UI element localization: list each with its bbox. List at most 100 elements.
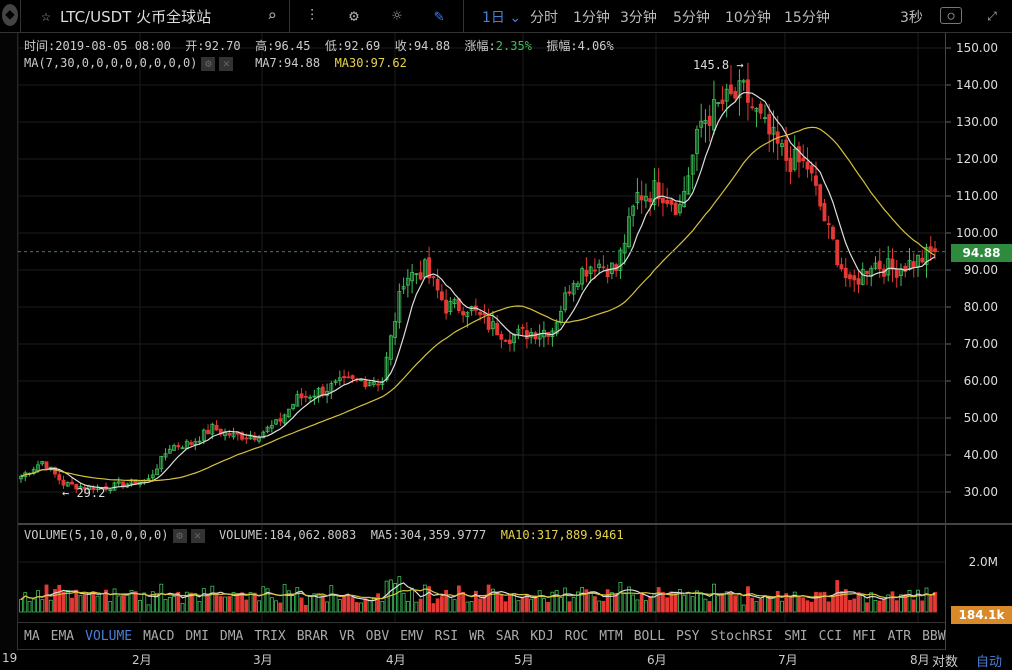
indicator-sar[interactable]: SAR xyxy=(495,628,520,644)
theme-sun-icon[interactable]: ☼ xyxy=(392,6,402,25)
indicator-kdj[interactable]: KDJ xyxy=(530,628,554,644)
volume-bar xyxy=(580,587,585,613)
candle xyxy=(82,487,87,490)
draw-pencil-icon[interactable]: ✎ xyxy=(434,6,444,25)
volume-bar xyxy=(873,600,878,613)
candle xyxy=(563,292,568,311)
log-scale-toggle[interactable]: 对数 xyxy=(932,655,959,670)
indicator-mtm[interactable]: MTM xyxy=(599,628,623,644)
indicator-icon[interactable]: ⫶ xyxy=(309,6,314,25)
indicator-macd[interactable]: MACD xyxy=(143,628,175,644)
star-icon[interactable]: ☆ xyxy=(41,6,51,25)
volume-bar xyxy=(342,594,346,613)
volume-bar xyxy=(558,597,563,613)
volume-bar xyxy=(303,604,308,613)
gear-icon[interactable]: ⚙ xyxy=(349,6,359,25)
price-tick: 110.00 xyxy=(956,189,998,203)
volume-bar xyxy=(201,588,206,613)
price-tick: 120.00 xyxy=(956,152,998,166)
candle xyxy=(150,474,155,479)
candle xyxy=(843,267,848,279)
volume-bar xyxy=(150,591,155,613)
indicator-roc[interactable]: ROC xyxy=(564,628,589,644)
volume-bar xyxy=(231,592,236,613)
indicator-boll[interactable]: BOLL xyxy=(633,628,666,644)
volume-bar xyxy=(507,593,512,613)
fullscreen-icon[interactable]: ⤢ xyxy=(987,9,997,23)
indicator-stochrsi[interactable]: StochRSI xyxy=(710,628,774,644)
volume-bar xyxy=(155,592,159,613)
indicator-emv[interactable]: EMV xyxy=(400,628,424,644)
close-icon[interactable]: ✕ xyxy=(219,56,234,71)
candle xyxy=(835,239,840,266)
volume-bar xyxy=(656,587,661,613)
volume-bar xyxy=(206,595,210,613)
close-icon[interactable]: ✕ xyxy=(190,528,205,543)
candle xyxy=(261,431,266,439)
candle xyxy=(65,481,70,487)
volume-bar xyxy=(172,595,176,613)
indicator-brar[interactable]: BRAR xyxy=(296,628,329,644)
indicator-obv[interactable]: OBV xyxy=(365,628,390,644)
candle xyxy=(70,481,74,485)
settings-icon[interactable]: ⚙ xyxy=(172,528,187,543)
candle xyxy=(754,108,759,112)
volume-bar xyxy=(516,600,521,613)
indicator-ema[interactable]: EMA xyxy=(50,628,75,644)
price-axis[interactable]: 150.00 140.00 130.00 120.00 110.00 100.00 90.0… xyxy=(945,33,1012,650)
indicator-trix[interactable]: TRIX xyxy=(254,628,286,644)
candle xyxy=(682,190,687,207)
volume-bar xyxy=(877,600,882,613)
candle xyxy=(848,274,852,280)
indicator-cci[interactable]: CCI xyxy=(818,628,843,644)
candle xyxy=(393,321,398,338)
candle xyxy=(359,379,363,381)
candle xyxy=(622,242,627,254)
tf-0[interactable]: 分时 xyxy=(530,10,558,26)
indicator-wr[interactable]: WR xyxy=(469,628,485,644)
indicator-volume[interactable]: VOLUME xyxy=(85,628,133,644)
volume-bar xyxy=(57,584,62,613)
candle xyxy=(733,90,738,99)
search-icon[interactable]: ⌕ xyxy=(267,6,277,25)
indicator-dma[interactable]: DMA xyxy=(219,628,244,644)
indicator-ma[interactable]: MA xyxy=(24,628,40,644)
indicator-dmi[interactable]: DMI xyxy=(185,628,209,644)
tf-4[interactable]: 10分钟 xyxy=(725,10,771,26)
auto-scale-toggle[interactable]: 自动 xyxy=(976,655,1003,670)
volume-axis-tick: 2.0M xyxy=(968,555,998,569)
refresh-rate[interactable]: 3秒 xyxy=(900,10,923,26)
tf-1[interactable]: 1分钟 xyxy=(573,10,610,26)
candle xyxy=(877,260,882,270)
volume-bar xyxy=(758,599,763,613)
candle xyxy=(108,489,113,492)
candle xyxy=(172,445,176,451)
volume-bar xyxy=(159,583,164,613)
volume-bar xyxy=(291,595,295,613)
tf-2[interactable]: 3分钟 xyxy=(620,10,657,26)
price-tick: 130.00 xyxy=(956,115,998,129)
tf-5[interactable]: 15分钟 xyxy=(784,10,830,26)
candle xyxy=(116,481,121,484)
candle xyxy=(295,394,300,407)
ma-label: MA(7,30,0,0,0,0,0,0,0,0) xyxy=(24,56,198,70)
volume-bar xyxy=(665,597,670,613)
candle xyxy=(206,429,210,435)
candle xyxy=(652,180,657,205)
indicator-vr[interactable]: VR xyxy=(339,628,355,644)
volume-bar xyxy=(397,576,402,613)
candle xyxy=(312,395,317,398)
tf-3[interactable]: 5分钟 xyxy=(673,10,710,26)
volume-bar xyxy=(261,586,266,613)
indicator-rsi[interactable]: RSI xyxy=(434,628,459,644)
indicator-bbw[interactable]: BBW xyxy=(922,628,946,644)
camera-icon[interactable]: ◯ xyxy=(940,7,962,24)
symbol-title[interactable]: LTC/USDT 火币全球站 xyxy=(60,8,212,26)
indicator-mfi[interactable]: MFI xyxy=(853,628,877,644)
indicator-smi[interactable]: SMI xyxy=(784,628,808,644)
indicator-psy[interactable]: PSY xyxy=(676,628,700,644)
indicator-atr[interactable]: ATR xyxy=(887,628,912,644)
settings-icon[interactable]: ⚙ xyxy=(201,56,216,71)
interval-select[interactable]: 1日 ⌄ xyxy=(482,10,522,26)
